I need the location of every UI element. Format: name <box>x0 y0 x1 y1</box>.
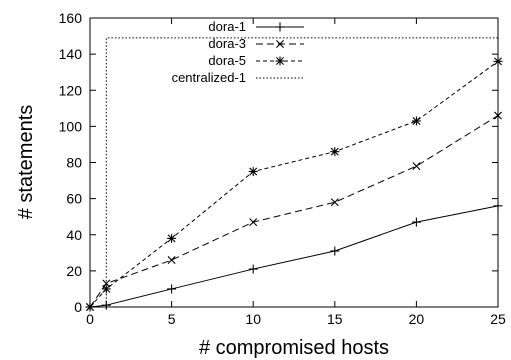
data-point-dora-1 <box>493 201 503 211</box>
legend-marker-dora-1 <box>275 22 285 32</box>
series-line-centralized-1 <box>90 37 498 308</box>
series-line-dora-3 <box>89 115 499 308</box>
series-line-dora-5 <box>89 60 499 308</box>
data-point-dora-1 <box>411 217 421 227</box>
y-tick-label: 100 <box>59 118 83 134</box>
data-point-dora-3 <box>249 218 258 227</box>
x-axis-title: # compromised hosts <box>199 337 389 359</box>
axis-ticks: 0 5 10 15 20 25 0 20 40 60 80 100 120 140 160 <box>59 10 506 327</box>
data-point-dora-1 <box>167 284 177 294</box>
legend-label-dora-1: dora-1 <box>208 19 246 34</box>
x-tick-label: 5 <box>168 311 176 327</box>
data-point-dora-1 <box>330 246 340 256</box>
data-point-dora-1 <box>248 264 258 274</box>
x-tick-label: 25 <box>490 311 506 327</box>
data-point-dora-3 <box>412 162 421 171</box>
x-tick-label: 20 <box>409 311 425 327</box>
data-point-dora-3 <box>494 111 502 120</box>
x-tick-label: 0 <box>86 311 94 327</box>
x-tick-label: 10 <box>245 311 261 327</box>
legend-marker-dora-5 <box>275 56 285 66</box>
data-point-dora-5 <box>493 56 503 66</box>
legend-label-centralized-1: centralized-1 <box>172 70 246 85</box>
series-line-dora-1 <box>89 205 499 308</box>
legend-label-dora-3: dora-3 <box>208 36 246 51</box>
y-tick-label: 40 <box>66 227 82 243</box>
x-tick-label: 15 <box>327 311 343 327</box>
data-point-dora-5 <box>411 116 421 126</box>
data-point-dora-5 <box>101 284 111 294</box>
legend: dora-1 dora-3 dora-5 centralized-1 <box>172 19 304 85</box>
y-axis-title: # statements <box>15 105 37 220</box>
data-point-dora-5 <box>167 233 177 243</box>
legend-marker-dora-3 <box>276 40 284 48</box>
data-point-dora-3 <box>167 256 176 265</box>
data-point-dora-5 <box>330 147 340 157</box>
legend-label-dora-5: dora-5 <box>208 53 246 68</box>
y-tick-label: 60 <box>66 191 82 207</box>
y-tick-label: 160 <box>59 10 83 26</box>
y-tick-label: 80 <box>66 155 82 171</box>
y-tick-label: 120 <box>59 82 83 98</box>
y-tick-label: 20 <box>66 263 82 279</box>
y-tick-label: 140 <box>59 46 83 62</box>
data-point-dora-5 <box>248 167 258 177</box>
series-layer <box>85 37 503 312</box>
y-tick-label: 0 <box>74 299 82 315</box>
data-point-dora-3 <box>330 198 339 207</box>
